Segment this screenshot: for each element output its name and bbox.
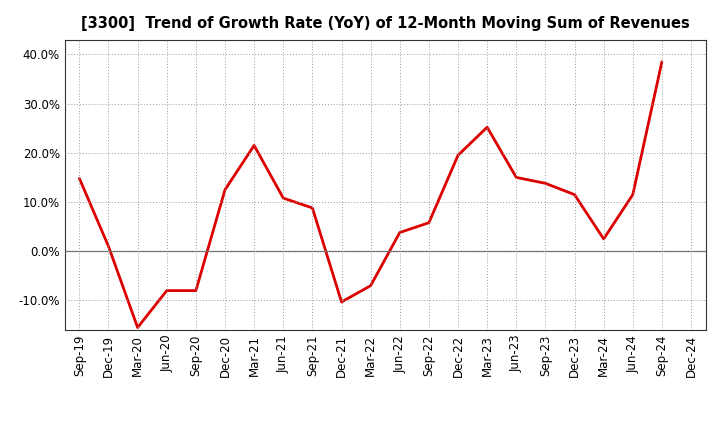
Title: [3300]  Trend of Growth Rate (YoY) of 12-Month Moving Sum of Revenues: [3300] Trend of Growth Rate (YoY) of 12-… bbox=[81, 16, 690, 32]
